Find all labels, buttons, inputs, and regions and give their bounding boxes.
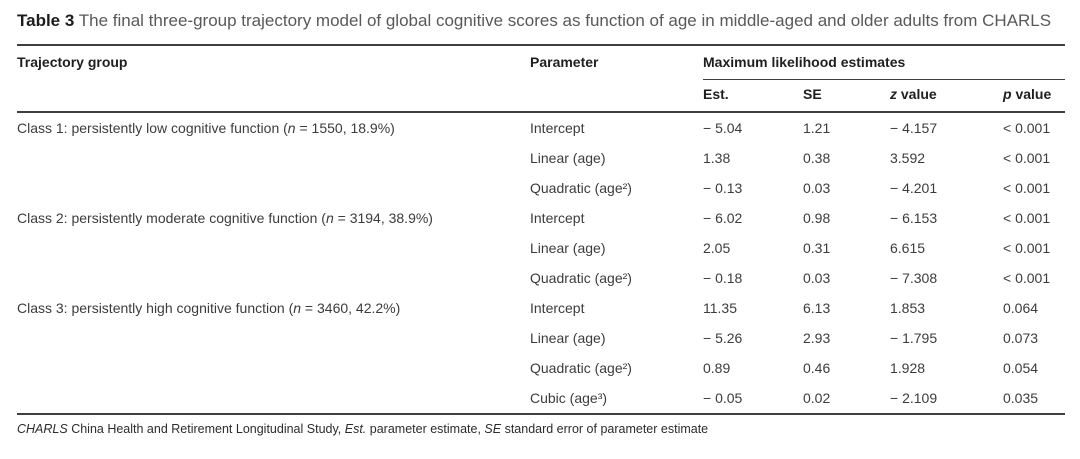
- est-cell: − 5.26: [703, 329, 743, 346]
- est-cell: − 0.13: [703, 179, 743, 196]
- table-row: Linear (age) 1.38 0.38 3.592 < 0.001: [17, 143, 1065, 173]
- z-cell: − 7.308: [890, 269, 938, 286]
- z-cell: 6.615: [890, 239, 926, 256]
- parameter-cell: Quadratic (age²): [530, 359, 632, 376]
- p-cell: < 0.001: [1003, 239, 1051, 256]
- z-cell: − 4.201: [890, 179, 938, 196]
- table-row: Cubic (age³) − 0.05 0.02 − 2.109 0.035: [17, 383, 1065, 414]
- table-caption-label: Table 3: [17, 11, 75, 30]
- p-cell: < 0.001: [1003, 209, 1051, 226]
- table-row: Linear (age) − 5.26 2.93 − 1.795 0.073: [17, 323, 1065, 353]
- footnote-abbr-charls: CHARLS: [17, 421, 68, 436]
- z-cell: − 6.153: [890, 209, 938, 226]
- se-cell: 2.93: [803, 329, 831, 346]
- trajectory-group-cell: Class 2: persistently moderate cognitive…: [17, 209, 433, 226]
- col-header-p-value: p value: [1003, 79, 1066, 113]
- trajectory-group-cell: [17, 383, 530, 414]
- p-cell: < 0.001: [1003, 149, 1051, 166]
- z-symbol: z: [890, 85, 897, 102]
- table-row: Class 2: persistently moderate cognitive…: [17, 203, 1065, 233]
- trajectory-group-cell: [17, 233, 530, 263]
- paper-page: Table 3 The final three-group trajectory…: [17, 10, 1066, 436]
- header-row-2: Est. SE z value p value: [17, 79, 1066, 113]
- se-cell: 0.03: [803, 269, 831, 286]
- p-cell: < 0.001: [1003, 119, 1051, 136]
- z-cell: − 2.109: [890, 389, 938, 406]
- col-header-est: Est.: [703, 79, 803, 113]
- col-header-z-value: z value: [890, 79, 1003, 113]
- parameter-cell: Linear (age): [530, 239, 606, 256]
- col-header-se: SE: [803, 79, 890, 113]
- table-row: Quadratic (age²) − 0.18 0.03 − 7.308 < 0…: [17, 263, 1065, 293]
- trajectory-group-cell: Class 3: persistently high cognitive fun…: [17, 299, 401, 316]
- col-header-parameter: Parameter: [530, 44, 703, 113]
- p-cell: < 0.001: [1003, 179, 1051, 196]
- trajectory-group-cell: Class 1: persistently low cognitive func…: [17, 119, 395, 136]
- p-cell: 0.054: [1003, 359, 1039, 376]
- parameter-cell: Intercept: [530, 299, 585, 316]
- est-cell: − 5.04: [703, 119, 743, 136]
- est-cell: − 6.02: [703, 209, 743, 226]
- z-cell: 1.853: [890, 299, 926, 316]
- parameter-cell: Quadratic (age²): [530, 179, 632, 196]
- header-row-1: Trajectory group Parameter Maximum likel…: [17, 44, 1066, 113]
- se-cell: 6.13: [803, 299, 831, 316]
- table-row: Quadratic (age²) 0.89 0.46 1.928 0.054: [17, 353, 1065, 383]
- est-cell: 0.89: [703, 359, 731, 376]
- se-cell: 0.98: [803, 209, 831, 226]
- trajectory-group-cell: [17, 353, 530, 383]
- trajectory-group-cell: [17, 263, 530, 293]
- p-symbol: p: [1003, 85, 1012, 102]
- se-cell: 0.38: [803, 149, 831, 166]
- footnote-abbr-est: Est.: [344, 421, 367, 436]
- table-caption: Table 3 The final three-group trajectory…: [17, 10, 1063, 32]
- est-cell: 2.05: [703, 239, 731, 256]
- parameter-cell: Intercept: [530, 209, 585, 226]
- table-row: Quadratic (age²) − 0.13 0.03 − 4.201 < 0…: [17, 173, 1065, 203]
- z-cell: 3.592: [890, 149, 926, 166]
- p-cell: 0.073: [1003, 329, 1039, 346]
- se-cell: 0.02: [803, 389, 831, 406]
- parameter-cell: Linear (age): [530, 329, 606, 346]
- est-cell: 11.35: [703, 299, 737, 316]
- se-cell: 0.31: [803, 239, 831, 256]
- table-footnote: CHARLS China Health and Retirement Longi…: [17, 421, 709, 436]
- trajectory-group-cell: [17, 143, 530, 173]
- p-cell: 0.064: [1003, 299, 1039, 316]
- table-row: Class 3: persistently high cognitive fun…: [17, 293, 1065, 323]
- se-cell: 1.21: [803, 119, 831, 136]
- est-cell: − 0.05: [703, 389, 743, 406]
- footnote-abbr-se: SE: [484, 421, 502, 436]
- table-row: Linear (age) 2.05 0.31 6.615 < 0.001: [17, 233, 1065, 263]
- col-header-mle: Maximum likelihood estimates: [703, 44, 1066, 80]
- z-cell: 1.928: [890, 359, 926, 376]
- z-cell: − 4.157: [890, 119, 938, 136]
- trajectory-group-cell: [17, 323, 530, 353]
- parameter-cell: Cubic (age³): [530, 389, 608, 406]
- trajectory-model-table: Trajectory group Parameter Maximum likel…: [17, 43, 1066, 415]
- table-row: Class 1: persistently low cognitive func…: [17, 112, 1065, 143]
- trajectory-group-cell: [17, 173, 530, 203]
- col-header-trajectory-group: Trajectory group: [17, 44, 530, 113]
- est-cell: − 0.18: [703, 269, 743, 286]
- se-cell: 0.46: [803, 359, 831, 376]
- se-cell: 0.03: [803, 179, 831, 196]
- est-cell: 1.38: [703, 149, 731, 166]
- parameter-cell: Quadratic (age²): [530, 269, 632, 286]
- parameter-cell: Linear (age): [530, 149, 606, 166]
- p-cell: 0.035: [1003, 389, 1039, 406]
- z-cell: − 1.795: [890, 329, 938, 346]
- parameter-cell: Intercept: [530, 119, 585, 136]
- p-cell: < 0.001: [1003, 269, 1051, 286]
- table-caption-text: The final three-group trajectory model o…: [78, 11, 1052, 30]
